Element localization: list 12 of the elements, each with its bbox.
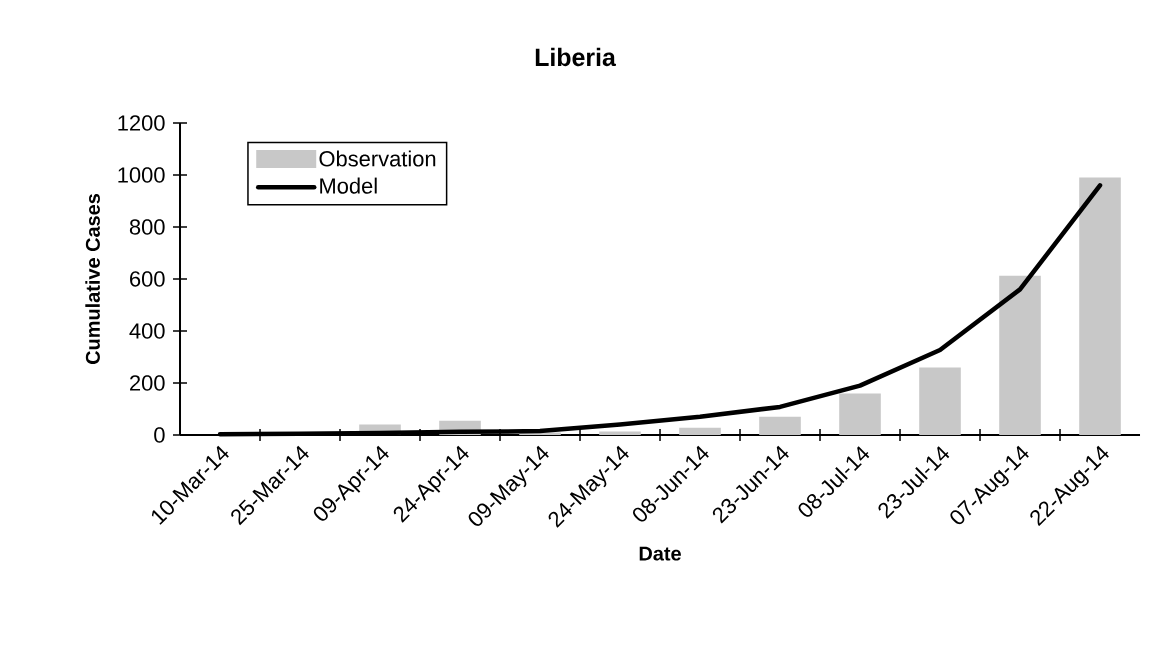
- y-tick-label: 400: [129, 323, 165, 339]
- chart-title: Liberia: [535, 47, 617, 67]
- y-tick-label: 800: [129, 219, 165, 235]
- legend-label: Observation: [319, 150, 436, 167]
- y-tick-label: 1000: [118, 167, 165, 183]
- x-axis-title: Date: [639, 546, 681, 561]
- legend-label: Model: [320, 177, 377, 194]
- y-tick-label: 1200: [118, 115, 165, 131]
- y-tick-label: 200: [130, 375, 165, 391]
- y-axis-title: Cumulative Cases: [85, 194, 100, 364]
- y-tick-label: 600: [130, 271, 165, 287]
- y-tick-label: 0: [154, 427, 165, 443]
